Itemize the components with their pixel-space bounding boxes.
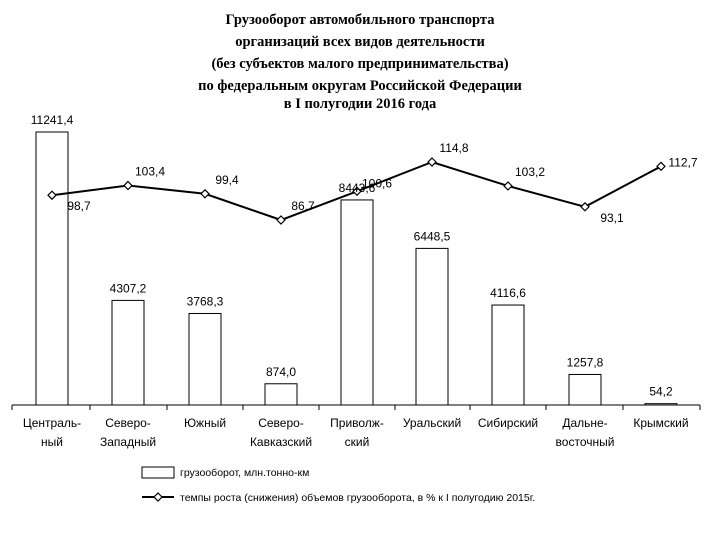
bar-value-label: 8443,6 [339,181,376,195]
category-label: Северо- [258,416,304,430]
line-value-label: 93,1 [600,211,624,225]
line-marker [123,180,133,191]
line-value-label: 112,7 [668,155,697,169]
category-label: Кавказский [250,435,312,449]
legend-diamond-marker [153,492,163,502]
bar [568,373,602,406]
bar-value-label: 6448,5 [414,229,451,243]
bar [35,131,69,406]
bar-value-label: 4116,6 [490,286,526,300]
bar [111,299,145,406]
category-labels: Централь-ный Северо- Западный Южный Северо- К… [11,405,701,449]
chart-title-line: (без субъектов малого предпринимательств… [211,56,508,72]
line-marker [47,190,57,201]
category-label: Сибирский [478,416,538,430]
bar [340,199,374,406]
category-label: Дальне- [562,416,607,430]
bar-value-label: 874,0 [266,365,296,379]
category-label: Уральский [403,416,461,430]
category-label: Северо- [105,416,151,430]
legend-bar-label: грузооборот, млн.тонно-км [180,467,309,479]
category-label: Централь- [23,416,81,430]
line-marker [503,181,513,191]
bar [415,247,449,406]
chart-title-line: Грузооборот автомобильного транспорта [226,12,496,28]
chart-title-line: по федеральным округам Российской Федера… [198,78,522,94]
bar-value-label: 4307,2 [110,281,147,295]
line-value-label: 86,7 [291,199,315,213]
line-value-label: 100,6 [362,176,392,190]
bar [188,312,222,406]
line-value-label: 98,7 [67,199,91,213]
chart-title-line: организаций всех видов деятельности [235,34,485,50]
line-marker [656,161,666,172]
bar-value-label: 3768,3 [187,294,224,308]
category-label: Приволж- [330,416,384,430]
category-label: Южный [184,416,226,430]
legend-bar-swatch [141,466,175,479]
line-marker [580,201,590,212]
chart-title: Грузооборот автомобильного транспорта орг… [198,12,522,112]
data-labels: 11241,4 4307,2 3768,3 874,0 8443,6 6448,5 4116… [31,113,698,399]
category-label: Крымский [633,416,688,430]
bars [35,131,678,406]
category-label: восточный [556,435,615,449]
growth-line [47,157,666,225]
legend: грузооборот, млн.тонно-км темпы роста (с… [141,466,535,504]
line-marker [276,215,286,225]
line-value-label: 103,2 [515,165,545,179]
bar-value-label: 11241,4 [31,113,74,127]
bar [491,304,525,406]
line-value-label: 103,4 [135,165,165,179]
bar [264,383,298,406]
line-marker [427,157,437,167]
bar-value-label: 1257,8 [567,355,604,369]
line-value-label: 99,4 [215,173,239,187]
bar-value-label: 54,2 [649,385,673,399]
line-marker [352,186,362,197]
legend-line-label: темпы роста (снижения) объемов грузообор… [180,492,535,504]
category-label: ский [345,435,370,449]
line-value-label: 114,8 [439,141,468,155]
category-label: Западный [100,435,156,449]
line-marker [200,188,210,199]
category-label: ный [41,435,63,449]
chart-title-line: в I полугодии 2016 года [284,96,437,112]
